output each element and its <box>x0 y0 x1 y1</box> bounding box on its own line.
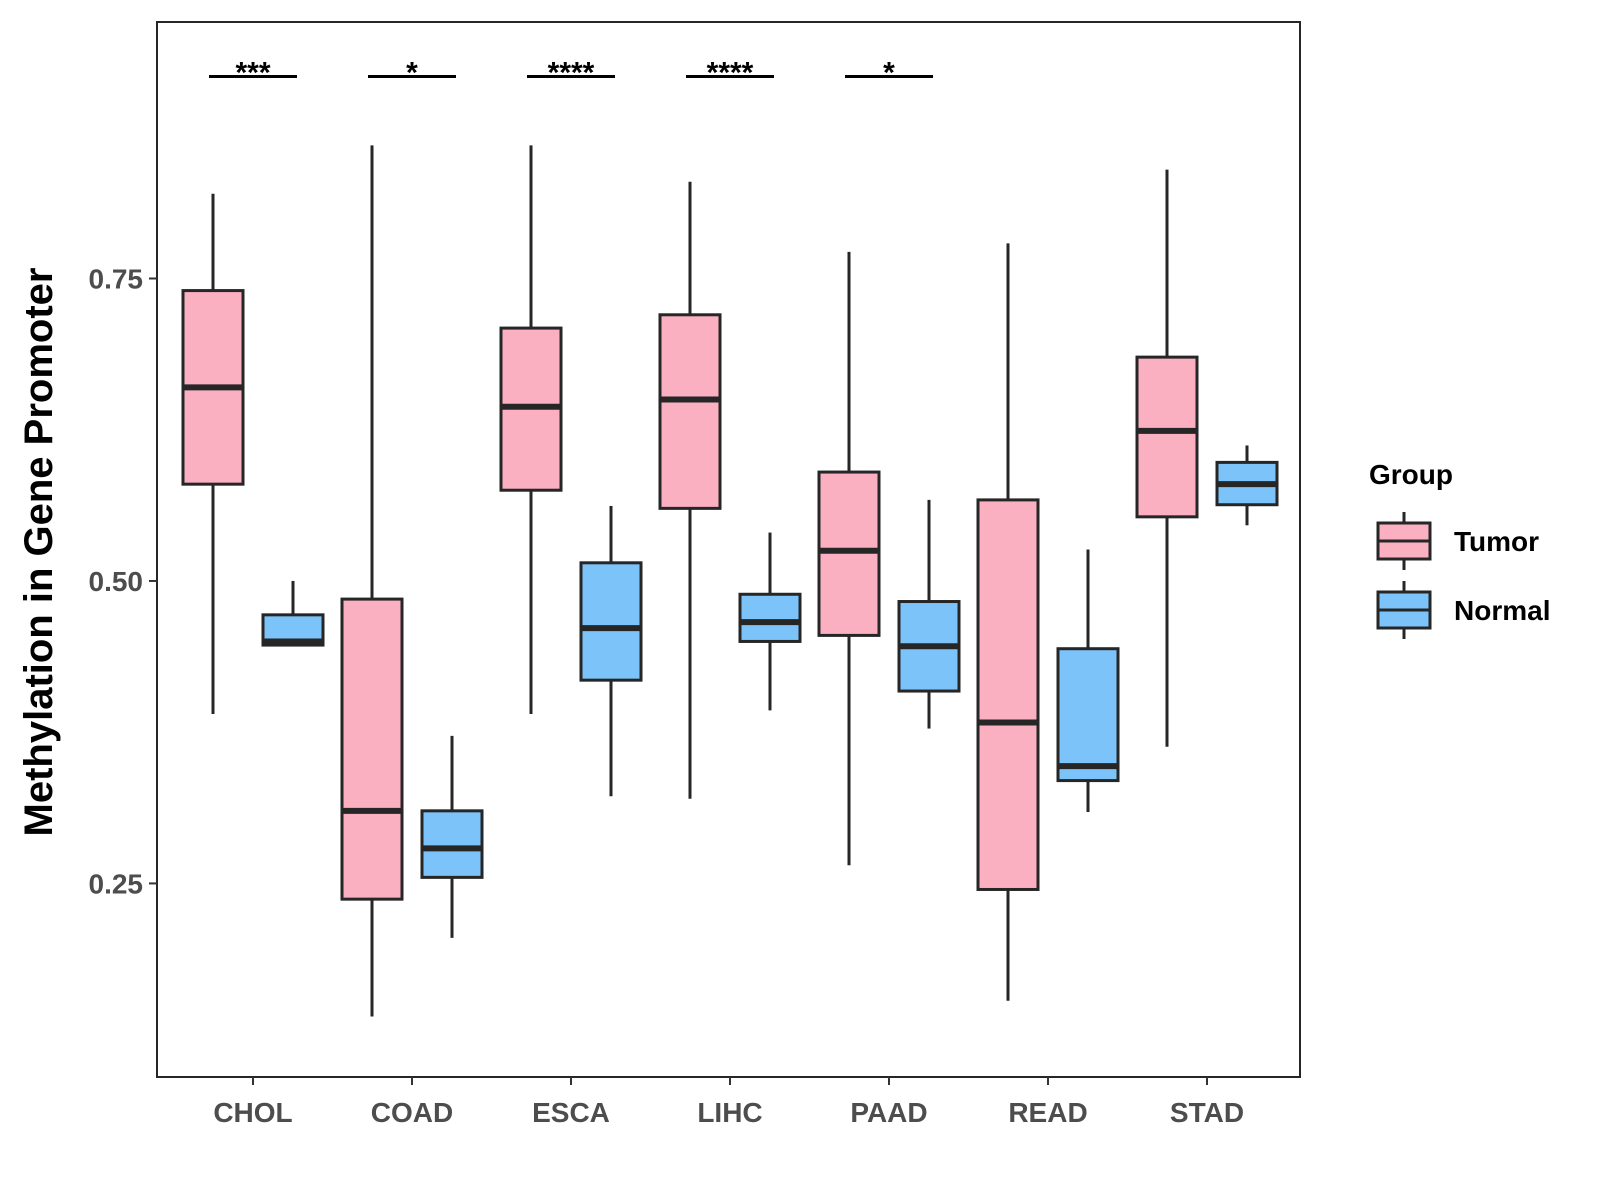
significance-esca: **** <box>527 56 615 89</box>
legend-title: Group <box>1369 459 1453 490</box>
y-tick-label: 0.75 <box>89 263 144 294</box>
box-normal-stad <box>1215 445 1279 526</box>
y-tick-label: 0.50 <box>89 566 144 597</box>
y-axis-title: Methylation in Gene Promoter <box>17 268 61 837</box>
significance-label: **** <box>548 56 595 89</box>
x-tick-label: CHOL <box>213 1097 292 1128</box>
box-iqr <box>976 498 1040 891</box>
legend-label: Normal <box>1454 595 1550 626</box>
box-iqr <box>340 597 404 901</box>
legend-label: Tumor <box>1454 526 1539 557</box>
box-iqr <box>1135 355 1199 519</box>
box-iqr <box>1056 647 1120 783</box>
plot-marks: *** * **** **** * <box>181 56 1279 1017</box>
x-tick-label: ESCA <box>532 1097 610 1128</box>
box-iqr <box>420 809 484 879</box>
box-normal-esca <box>579 505 643 797</box>
box-tumor-paad <box>817 251 881 866</box>
box-tumor-lihc <box>658 181 722 799</box>
y-tick-label: 0.25 <box>89 868 144 899</box>
box-tumor-stad <box>1135 169 1199 747</box>
x-tick-label: READ <box>1008 1097 1087 1128</box>
significance-label: *** <box>235 56 270 89</box>
box-normal-chol <box>261 580 325 647</box>
box-tumor-read <box>976 243 1040 1001</box>
box-tumor-chol <box>181 193 245 715</box>
box-normal-read <box>1056 549 1120 813</box>
significance-label: * <box>406 56 418 89</box>
x-tick-label: STAD <box>1170 1097 1244 1128</box>
box-tumor-esca <box>499 145 563 715</box>
plot-panel-border <box>156 21 1301 1078</box>
box-normal-paad <box>897 499 961 729</box>
x-tick-label: LIHC <box>697 1097 762 1128</box>
legend-entry-tumor: Tumor <box>1376 512 1539 570</box>
significance-paad: * <box>845 56 933 89</box>
x-tick-label: PAAD <box>850 1097 927 1128</box>
box-iqr <box>658 313 722 510</box>
x-axis: CHOL COAD ESCA LIHC PAAD READ STAD <box>213 1077 1244 1128</box>
significance-coad: * <box>368 56 456 89</box>
legend: Group Tumor Normal <box>1369 459 1550 639</box>
significance-label: **** <box>707 56 754 89</box>
box-tumor-coad <box>340 145 404 1017</box>
box-iqr <box>579 561 643 682</box>
significance-lihc: **** <box>686 56 774 89</box>
y-axis: 0.25 0.50 0.75 <box>89 263 157 899</box>
box-iqr <box>817 470 881 637</box>
significance-chol: *** <box>209 56 297 89</box>
box-normal-coad <box>420 735 484 938</box>
box-normal-lihc <box>738 532 802 711</box>
legend-entry-normal: Normal <box>1376 581 1550 639</box>
box-iqr <box>738 592 802 643</box>
significance-label: * <box>883 56 895 89</box>
x-tick-label: COAD <box>371 1097 453 1128</box>
